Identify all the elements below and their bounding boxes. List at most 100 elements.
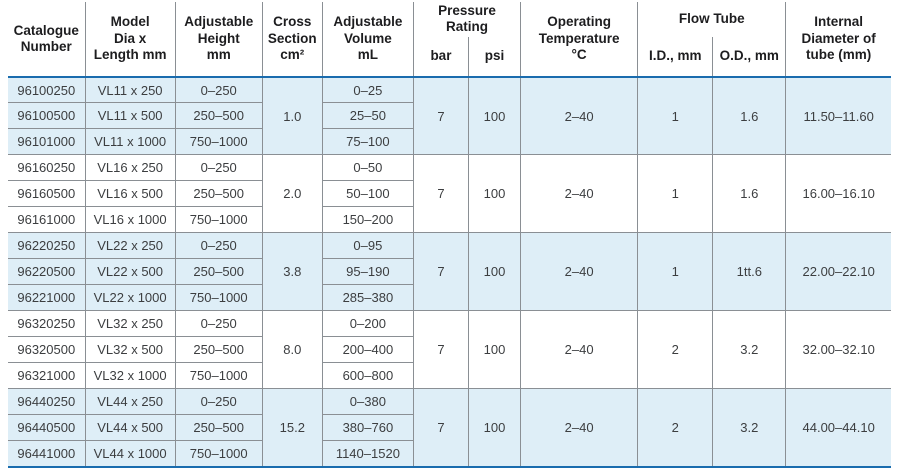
cell-internal-diameter: 11.50–11.60: [785, 75, 891, 155]
cell-model: VL16 x 1000: [84, 206, 176, 233]
cell-flow-tube-id: 2: [637, 310, 713, 389]
col-header-catalogue-number: Catalogue Number: [8, 2, 86, 77]
cell-model: VL22 x 250: [84, 232, 176, 259]
cell-internal-diameter: 16.00–16.10: [785, 154, 891, 233]
col-header-model: Model Dia x Length mm: [84, 2, 176, 77]
cell-flow-tube-od: 1tt.6: [712, 232, 786, 311]
cell-adjustable-height: 0–250: [174, 232, 263, 259]
cell-catalogue-number: 96321000: [8, 362, 86, 389]
cell-pressure-bar: 7: [412, 154, 469, 233]
cell-adjustable-volume: 50–100: [321, 180, 414, 207]
cell-adjustable-height: 750–1000: [174, 206, 263, 233]
cell-adjustable-volume: 150–200: [321, 206, 414, 233]
cell-cross-section: 8.0: [261, 310, 323, 389]
table-row: 96100250 VL11 x 250 0–250 1.0 0–25 7 100 2–40 1 1…: [8, 75, 891, 155]
table-row: 96101000 VL11 x 1000 750–1000 75–100: [8, 128, 891, 155]
table-row: 96161000 VL16 x 1000 750–1000 150–200: [8, 206, 891, 233]
cell-pressure-psi: 100: [467, 388, 521, 467]
table-row: 96220250 VL22 x 250 0–250 3.8 0–95 7 100 2–40 1 1…: [8, 232, 891, 311]
cell-flow-tube-od: 1.6: [712, 154, 786, 233]
cell-adjustable-volume: 0–25: [321, 75, 414, 103]
cell-internal-diameter: 44.00–44.10: [785, 388, 891, 467]
cell-catalogue-number: 96161000: [8, 206, 86, 233]
cell-model: VL44 x 1000: [84, 440, 176, 467]
col-header-cross-section: Cross Section cm²: [261, 2, 323, 77]
table-row: 96221000 VL22 x 1000 750–1000 285–380: [8, 284, 891, 311]
col-header-od-mm: O.D., mm: [712, 36, 786, 77]
table-row: 96220500 VL22 x 500 250–500 95–190: [8, 258, 891, 285]
cell-adjustable-volume: 200–400: [321, 336, 414, 363]
cell-pressure-bar: 7: [412, 232, 469, 311]
table-row: 96320500 VL32 x 500 250–500 200–400: [8, 336, 891, 363]
table-row: 96100500 VL11 x 500 250–500 25–50: [8, 102, 891, 129]
table-row: 96440250 VL44 x 250 0–250 15.2 0–380 7 100 2–40…: [8, 388, 891, 467]
cell-adjustable-volume: 380–760: [321, 414, 414, 441]
cell-pressure-bar: 7: [412, 75, 469, 155]
cell-adjustable-volume: 0–380: [321, 388, 414, 415]
cell-operating-temperature: 2–40: [520, 310, 638, 389]
cell-catalogue-number: 96160500: [8, 180, 86, 207]
cell-pressure-psi: 100: [467, 232, 521, 311]
cell-adjustable-height: 750–1000: [174, 284, 263, 311]
cell-adjustable-height: 0–250: [174, 154, 263, 181]
cell-flow-tube-id: 1: [637, 232, 713, 311]
cell-adjustable-height: 250–500: [174, 336, 263, 363]
col-header-psi: psi: [467, 36, 521, 77]
spec-table: Catalogue Number Model Dia x Length mm A…: [8, 2, 891, 468]
cell-flow-tube-id: 2: [637, 388, 713, 467]
cell-flow-tube-id: 1: [637, 75, 713, 155]
cell-operating-temperature: 2–40: [520, 232, 638, 311]
table-row: 96160500 VL16 x 500 250–500 50–100: [8, 180, 891, 207]
cell-catalogue-number: 96220500: [8, 258, 86, 285]
cell-catalogue-number: 96320250: [8, 310, 86, 337]
col-header-pressure-rating: Pressure Rating: [412, 2, 521, 37]
cell-catalogue-number: 96441000: [8, 440, 86, 467]
cell-adjustable-height: 0–250: [174, 75, 263, 103]
cell-adjustable-height: 750–1000: [174, 128, 263, 155]
col-header-internal-diameter: Internal Diameter of tube (mm): [785, 2, 891, 77]
cell-pressure-psi: 100: [467, 310, 521, 389]
cell-adjustable-volume: 1140–1520: [321, 440, 414, 467]
cell-adjustable-height: 750–1000: [174, 440, 263, 467]
table-row: 96440500 VL44 x 500 250–500 380–760: [8, 414, 891, 441]
cell-operating-temperature: 2–40: [520, 154, 638, 233]
cell-catalogue-number: 96320500: [8, 336, 86, 363]
cell-model: VL11 x 250: [84, 75, 176, 103]
table-row: 96441000 VL44 x 1000 750–1000 1140–1520: [8, 440, 891, 467]
cell-model: VL16 x 250: [84, 154, 176, 181]
cell-adjustable-height: 250–500: [174, 102, 263, 129]
table-row: 96320250 VL32 x 250 0–250 8.0 0–200 7 100 2–40 2…: [8, 310, 891, 389]
cell-catalogue-number: 96100500: [8, 102, 86, 129]
cell-internal-diameter: 22.00–22.10: [785, 232, 891, 311]
cell-catalogue-number: 96101000: [8, 128, 86, 155]
cell-cross-section: 3.8: [261, 232, 323, 311]
cell-catalogue-number: 96440250: [8, 388, 86, 415]
cell-catalogue-number: 96100250: [8, 75, 86, 103]
cell-internal-diameter: 32.00–32.10: [785, 310, 891, 389]
cell-flow-tube-od: 3.2: [712, 388, 786, 467]
cell-cross-section: 2.0: [261, 154, 323, 233]
cell-adjustable-height: 750–1000: [174, 362, 263, 389]
spec-table-body: 96100250 VL11 x 250 0–250 1.0 0–25 7 100 2–40 1 1…: [8, 75, 891, 467]
cell-model: VL11 x 1000: [84, 128, 176, 155]
cell-cross-section: 1.0: [261, 75, 323, 155]
cell-adjustable-volume: 0–50: [321, 154, 414, 181]
cell-adjustable-height: 250–500: [174, 258, 263, 285]
cell-catalogue-number: 96160250: [8, 154, 86, 181]
cell-model: VL32 x 250: [84, 310, 176, 337]
cell-model: VL44 x 500: [84, 414, 176, 441]
cell-adjustable-height: 0–250: [174, 388, 263, 415]
cell-model: VL22 x 500: [84, 258, 176, 285]
cell-adjustable-volume: 95–190: [321, 258, 414, 285]
col-header-operating-temperature: Operating Temperature °C: [520, 2, 638, 77]
cell-model: VL11 x 500: [84, 102, 176, 129]
cell-flow-tube-od: 1.6: [712, 75, 786, 155]
cell-adjustable-height: 250–500: [174, 180, 263, 207]
col-header-adjustable-volume: Adjustable Volume mL: [321, 2, 414, 77]
col-header-id-mm: I.D., mm: [637, 36, 713, 77]
cell-model: VL44 x 250: [84, 388, 176, 415]
cell-catalogue-number: 96221000: [8, 284, 86, 311]
table-row: 96321000 VL32 x 1000 750–1000 600–800: [8, 362, 891, 389]
cell-adjustable-volume: 600–800: [321, 362, 414, 389]
